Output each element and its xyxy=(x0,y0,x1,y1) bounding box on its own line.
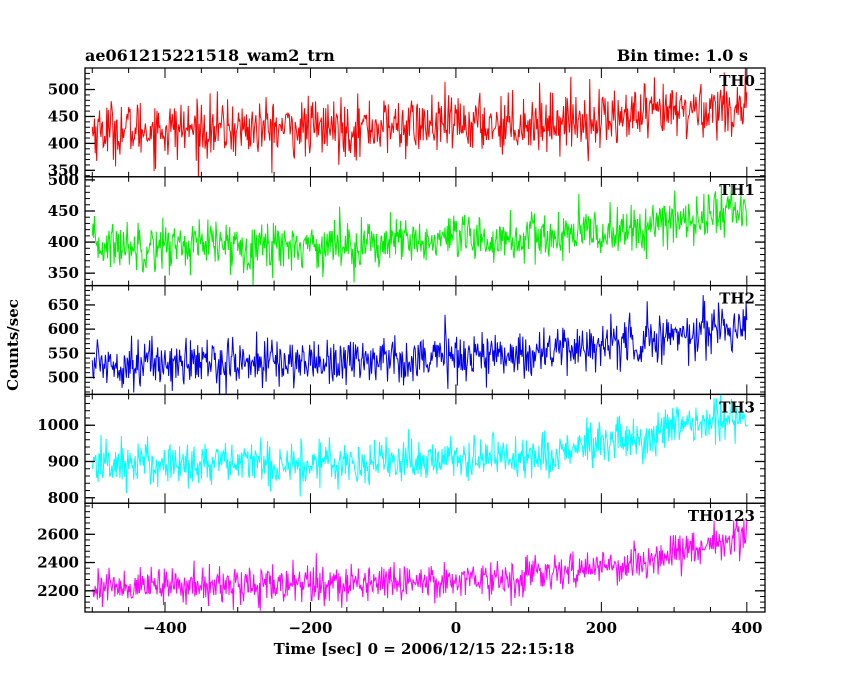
panel-label: TH0 xyxy=(719,72,755,90)
y-tick-label: 600 xyxy=(48,320,79,338)
x-tick-label: 400 xyxy=(731,619,762,637)
y-axis-label: Counts/sec xyxy=(4,299,22,391)
panel-th0: 350 400 450 500 TH0 xyxy=(48,67,766,179)
y-tick-label: 450 xyxy=(48,107,79,125)
bin-time-label: Bin time: 1.0 s xyxy=(617,46,748,65)
y-tick-label: 350 xyxy=(48,264,79,282)
y-tick-label: 500 xyxy=(48,368,79,386)
chart-title: ae061215221518_wam2_trn xyxy=(85,46,335,65)
panel-label: TH3 xyxy=(719,398,755,416)
y-tick-label: 550 xyxy=(48,344,79,362)
x-tick-label: 200 xyxy=(586,619,617,637)
panels-layer: 350 400 450 500 TH0 350 400 450 500 TH1 500 550 600 6… xyxy=(37,67,766,613)
y-tick-label: 500 xyxy=(48,171,79,189)
y-tick-label: 450 xyxy=(48,202,79,220)
panel-th0123: 2200 2400 2600 TH0123 xyxy=(37,502,766,613)
x-axis-label: Time [sec] 0 = 2006/12/15 22:15:18 xyxy=(274,640,575,658)
x-tick-label: 0 xyxy=(451,619,461,637)
y-tick-label: 2600 xyxy=(37,525,79,543)
series-line-th2 xyxy=(91,295,748,395)
series-line-th0123 xyxy=(91,519,748,611)
x-tick-label: −400 xyxy=(143,619,187,637)
series-line-th1 xyxy=(91,183,748,286)
y-tick-label: 900 xyxy=(48,452,79,470)
panel-label: TH1 xyxy=(719,181,755,199)
y-tick-label: 650 xyxy=(48,296,79,314)
panel-th2: 500 550 600 650 TH2 xyxy=(48,284,766,396)
panel-th3: 800 900 1000 TH3 xyxy=(37,393,766,507)
y-tick-label: 400 xyxy=(48,134,79,152)
y-tick-label: 800 xyxy=(48,489,79,507)
x-axis: −400 −200 0 200 400 xyxy=(143,619,762,637)
x-tick-label: −200 xyxy=(289,619,333,637)
panel-frame xyxy=(84,284,766,396)
series-line-th0 xyxy=(91,68,748,177)
y-tick-label: 400 xyxy=(48,233,79,251)
y-tick-label: 500 xyxy=(48,81,79,99)
y-tick-label: 2400 xyxy=(37,554,79,572)
series-line-th3 xyxy=(91,394,748,497)
y-tick-label: 350 xyxy=(48,161,79,179)
panel-frame xyxy=(84,502,766,613)
panel-label: TH0123 xyxy=(688,507,755,525)
panel-label: TH2 xyxy=(719,290,755,308)
panel-th1: 350 400 450 500 TH1 xyxy=(48,171,766,287)
y-tick-label: 2200 xyxy=(37,582,79,600)
y-tick-label: 1000 xyxy=(37,416,79,434)
